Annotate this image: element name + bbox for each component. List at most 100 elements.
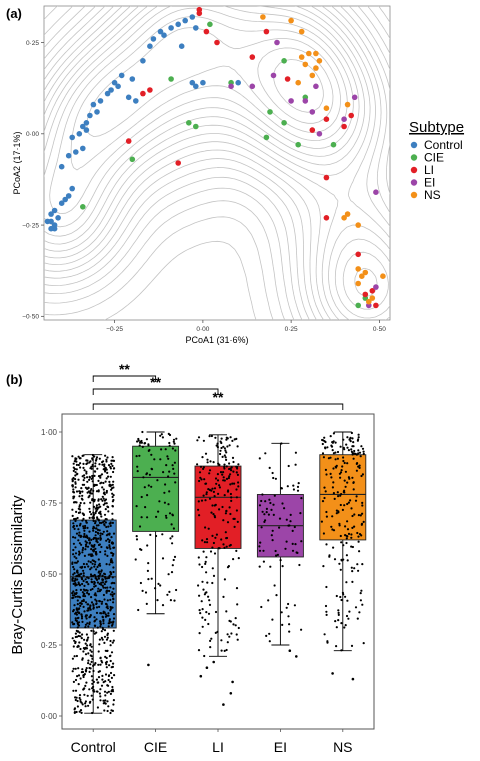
- jitter-point: [74, 536, 77, 539]
- point-ns: [341, 215, 347, 221]
- jitter-point: [84, 684, 87, 688]
- jitter-point: [150, 468, 154, 471]
- jitter-point: [102, 618, 105, 621]
- jitter-point: [90, 596, 93, 599]
- jitter-point: [74, 482, 77, 485]
- jitter-point: [197, 649, 201, 652]
- jitter-point: [352, 488, 355, 491]
- jitter-point: [85, 534, 88, 537]
- jitter-point: [223, 578, 226, 581]
- jitter-point: [202, 588, 205, 591]
- jitter-point: [359, 514, 362, 517]
- jitter-point: [71, 578, 74, 581]
- jitter-point: [104, 454, 107, 457]
- jitter-point: [331, 441, 334, 444]
- point-ns: [355, 280, 362, 287]
- jitter-point: [296, 485, 300, 488]
- jitter-point: [97, 489, 100, 492]
- jitter-point: [105, 663, 108, 666]
- jitter-point: [299, 511, 302, 515]
- jitter-point: [334, 458, 337, 461]
- jitter-point: [88, 516, 91, 520]
- jitter-point: [98, 643, 101, 646]
- point-cie: [186, 120, 192, 126]
- jitter-point: [230, 499, 233, 502]
- jitter-point: [237, 626, 240, 630]
- jitter-point: [215, 444, 218, 447]
- jitter-point: [346, 520, 349, 523]
- boxes: [69, 430, 367, 715]
- point-ei: [288, 98, 294, 104]
- jitter-point: [74, 641, 77, 645]
- jitter-point: [90, 578, 93, 581]
- jitter-point: [281, 623, 284, 627]
- jitter-point: [224, 449, 227, 452]
- jitter-point: [86, 476, 89, 479]
- jitter-point: [340, 622, 343, 625]
- jitter-point: [83, 638, 86, 641]
- jitter-point: [201, 608, 204, 611]
- jitter-point: [77, 581, 80, 584]
- point-ns: [313, 50, 319, 57]
- jitter-point: [109, 639, 112, 643]
- jitter-point: [100, 583, 103, 586]
- jitter-point: [100, 612, 103, 615]
- jitter-point: [264, 519, 267, 522]
- jitter-point: [163, 491, 166, 494]
- jitter-point: [97, 575, 100, 578]
- jitter-point: [352, 441, 355, 444]
- jitter-point: [345, 581, 348, 584]
- jitter-point: [72, 548, 75, 552]
- jitter-point: [97, 676, 101, 679]
- jitter-point: [86, 622, 89, 625]
- jitter-point: [109, 593, 112, 596]
- jitter-point: [340, 493, 343, 496]
- jitter-point: [85, 639, 89, 642]
- jitter-point: [99, 505, 102, 508]
- jitter-point: [72, 608, 75, 612]
- jitter-point: [105, 489, 108, 493]
- point-ei: [309, 109, 316, 115]
- jitter-point: [208, 497, 212, 500]
- jitter-point: [103, 583, 106, 586]
- jitter-point: [325, 543, 328, 546]
- point-control: [73, 149, 79, 155]
- jitter-point: [296, 489, 300, 492]
- jitter-point: [222, 543, 225, 546]
- jitter-point: [204, 499, 207, 502]
- pcoa-scatter-plot: −0·25 0·00 0·25 0·50 −0·50 −0·25 0·00 0·25 PCoA…: [12, 5, 464, 345]
- jitter-point: [107, 678, 110, 682]
- jitter-point: [323, 496, 326, 500]
- jitter-point: [265, 507, 268, 510]
- jitter-point: [106, 577, 109, 580]
- point-li: [263, 28, 270, 35]
- jitter-point: [79, 698, 82, 701]
- jitter-point: [173, 461, 176, 464]
- jitter-point: [218, 486, 221, 489]
- jitter-point: [78, 531, 81, 534]
- point-control: [168, 25, 174, 31]
- jitter-point: [229, 436, 232, 439]
- jitter-point: [356, 439, 359, 442]
- jitter-point: [84, 626, 87, 629]
- jitter-point: [337, 609, 340, 612]
- jitter-point: [89, 568, 92, 571]
- jitter-point: [74, 667, 77, 670]
- jitter-point: [208, 603, 212, 607]
- point-control: [189, 14, 196, 20]
- jitter-point: [101, 578, 104, 581]
- jitter-point: [95, 678, 98, 681]
- jitter-point: [321, 500, 325, 503]
- jitter-point: [356, 563, 359, 566]
- jitter-point: [90, 488, 93, 491]
- jitter-point: [79, 677, 82, 680]
- jitter-point: [237, 463, 240, 466]
- jitter-point: [112, 566, 115, 569]
- contour-level-4: [44, 6, 390, 320]
- jitter-point: [93, 624, 96, 627]
- jitter-point: [102, 593, 105, 597]
- jitter-point: [269, 501, 272, 505]
- jitter-point: [351, 437, 354, 440]
- jitter-point: [361, 473, 364, 476]
- jitter-point: [92, 606, 95, 609]
